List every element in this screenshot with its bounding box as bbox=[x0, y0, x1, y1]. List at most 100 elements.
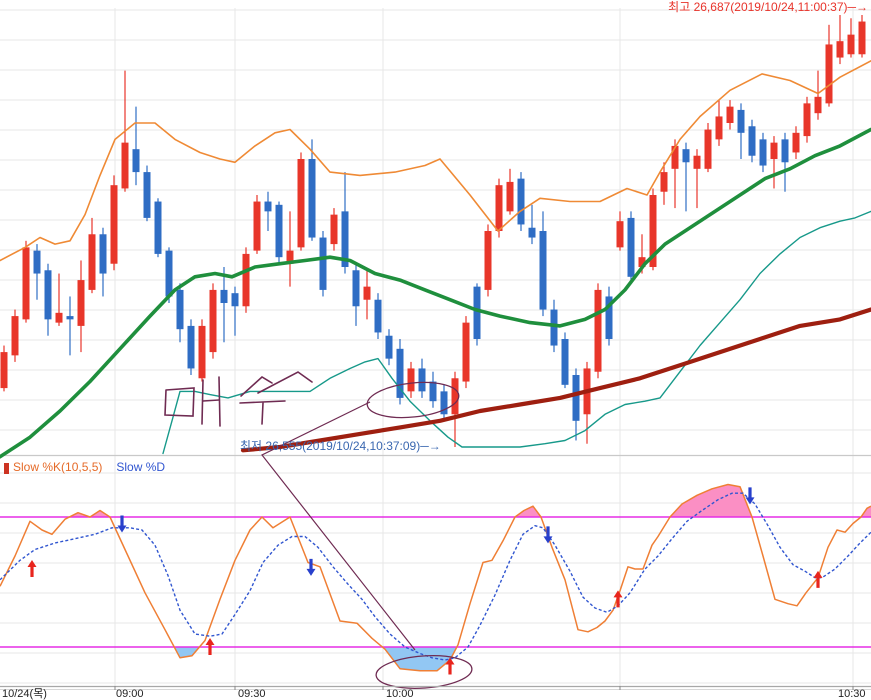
ma-fast-line bbox=[0, 127, 871, 459]
stochastic-lines bbox=[0, 483, 871, 672]
candle-down bbox=[396, 348, 404, 398]
time-axis-rule bbox=[0, 685, 871, 690]
candle-down bbox=[187, 325, 195, 369]
annotation-pointer-line bbox=[261, 401, 416, 651]
annotation-ellipse bbox=[366, 381, 460, 419]
candle-down bbox=[561, 339, 569, 385]
indicator-header: Slow %K(10,5,5) Slow %D bbox=[13, 461, 165, 474]
candle-up bbox=[638, 257, 646, 267]
session-high-label: 최고 26,687(2019/10/24,11:00:37)─→ bbox=[668, 0, 868, 14]
buy-signal-arrow bbox=[205, 638, 215, 655]
candle-up bbox=[363, 286, 371, 300]
candle-down bbox=[132, 149, 140, 173]
candle-down bbox=[308, 159, 316, 238]
hand-drawn-annotations bbox=[164, 371, 473, 689]
buy-signal-arrow bbox=[445, 657, 455, 675]
candle-down bbox=[759, 139, 767, 166]
candle-down bbox=[737, 109, 745, 133]
candle-up bbox=[55, 312, 63, 323]
slow-d-label: Slow %D bbox=[116, 460, 166, 474]
candle-up bbox=[77, 280, 85, 326]
candle-down bbox=[154, 201, 162, 254]
candle-down bbox=[539, 231, 547, 310]
bollinger-lower-line bbox=[162, 210, 871, 455]
slow-d-line bbox=[0, 492, 871, 661]
candle-down bbox=[550, 309, 558, 346]
candle-up bbox=[0, 352, 8, 389]
candle-down bbox=[385, 335, 393, 359]
indicator-legend-icon bbox=[4, 463, 9, 474]
candle-down bbox=[517, 178, 525, 225]
candle-up bbox=[11, 316, 19, 356]
session-low-label: 최저 26,555(2019/10/24,10:37:09)─→ bbox=[240, 439, 441, 453]
sell-signal-arrow bbox=[306, 558, 316, 576]
candle-down bbox=[528, 227, 536, 238]
candle-down bbox=[374, 299, 382, 333]
candle-down bbox=[473, 286, 481, 339]
slow-k-line bbox=[0, 483, 871, 672]
buy-handwriting-stroke bbox=[164, 387, 195, 417]
slow-k-label: Slow %K(10,5,5) bbox=[13, 460, 103, 474]
candle-up bbox=[858, 21, 866, 55]
candle-down bbox=[682, 149, 690, 163]
candle-down bbox=[264, 201, 272, 212]
buy-handwriting-stroke bbox=[240, 376, 273, 397]
candle-up bbox=[121, 142, 129, 189]
time-axis-label: 10/24(목) bbox=[2, 688, 47, 700]
buy-signal-arrow bbox=[27, 560, 37, 577]
candle-down bbox=[99, 234, 107, 274]
candle-up bbox=[726, 106, 734, 123]
candle-down bbox=[352, 270, 360, 307]
candle-up bbox=[198, 325, 206, 379]
signal-arrows bbox=[27, 487, 823, 675]
candle-down bbox=[748, 126, 756, 156]
candle-up bbox=[330, 214, 338, 245]
candle-down bbox=[418, 368, 426, 392]
candle-up bbox=[803, 103, 811, 137]
candle-down bbox=[44, 270, 52, 320]
buy-handwriting-stroke bbox=[257, 371, 313, 394]
candle-down bbox=[440, 391, 448, 415]
candle-down bbox=[143, 172, 151, 218]
candle-up bbox=[792, 132, 800, 153]
candle-up bbox=[649, 195, 657, 267]
candle-up bbox=[616, 221, 624, 248]
candlestick-layer bbox=[0, 15, 866, 447]
ma-slow-line bbox=[240, 307, 871, 453]
candle-up bbox=[495, 185, 503, 231]
candle-up bbox=[242, 253, 250, 307]
candle-up bbox=[407, 368, 415, 392]
sell-signal-arrow bbox=[117, 515, 127, 533]
stochastic-level-lines bbox=[0, 516, 871, 648]
candle-down bbox=[220, 289, 228, 303]
candle-up bbox=[660, 172, 668, 192]
candle-up bbox=[297, 159, 305, 248]
candle-down bbox=[429, 381, 437, 402]
candle-up bbox=[693, 155, 701, 169]
candle-up bbox=[847, 34, 855, 55]
candle-up bbox=[770, 142, 778, 159]
time-axis-label: 09:00 bbox=[116, 688, 144, 700]
stochastic-fills bbox=[0, 484, 871, 671]
buy-signal-arrow bbox=[613, 590, 623, 608]
buy-handwriting-stroke bbox=[261, 402, 264, 425]
candle-up bbox=[462, 322, 470, 382]
candle-down bbox=[33, 250, 41, 274]
candle-down bbox=[319, 237, 327, 290]
candle-down bbox=[66, 316, 74, 320]
buy-handwriting-stroke bbox=[202, 399, 220, 402]
candle-up bbox=[286, 250, 294, 264]
buy-signal-arrow bbox=[813, 570, 823, 588]
candle-up bbox=[715, 116, 723, 140]
candle-up bbox=[209, 289, 217, 353]
candle-up bbox=[704, 129, 712, 169]
buy-handwriting-stroke bbox=[239, 400, 286, 404]
candle-up bbox=[88, 234, 96, 290]
candle-up bbox=[671, 145, 679, 169]
candle-up bbox=[22, 247, 30, 320]
candle-down bbox=[627, 217, 635, 277]
sell-signal-arrow bbox=[543, 526, 553, 544]
candle-down bbox=[275, 204, 283, 258]
